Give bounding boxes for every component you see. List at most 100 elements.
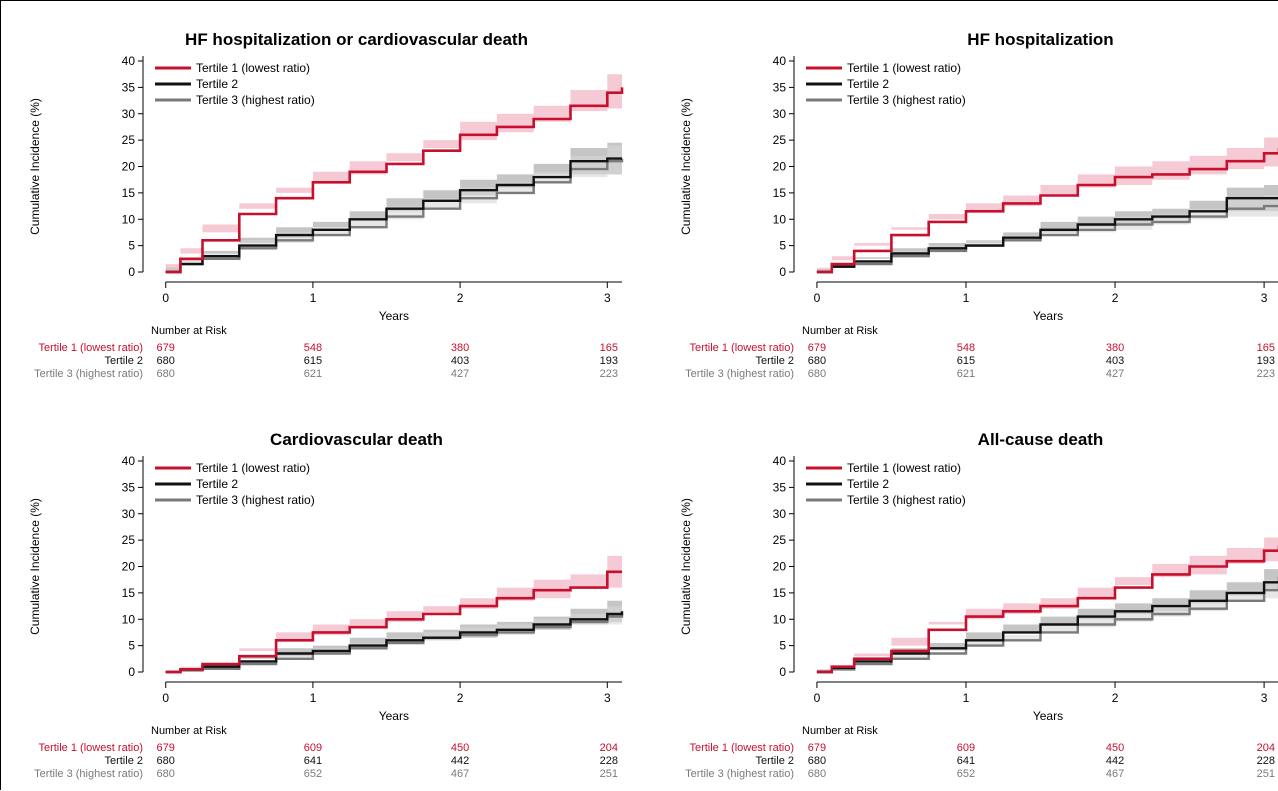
x-tick-label: 2 [457,691,464,705]
chart-title: HF hospitalization [967,30,1113,49]
risk-value: 609 [304,742,322,754]
x-axis-label: Years [1033,309,1063,323]
risk-value: 204 [600,742,618,754]
y-tick-label: 20 [773,160,787,174]
legend-label-3: Tertile 3 (highest ratio) [196,493,315,507]
y-tick-label: 15 [773,586,787,600]
risk-value: 251 [600,768,618,780]
legend-label-1: Tertile 1 (lowest ratio) [847,461,961,475]
risk-value: 450 [1106,742,1124,754]
x-tick-label: 3 [1261,291,1268,305]
y-tick-label: 5 [128,639,135,653]
x-tick-label: 0 [814,291,821,305]
risk-value: 680 [157,368,175,380]
risk-value: 223 [1257,368,1275,380]
risk-value: 652 [957,768,975,780]
y-tick-label: 40 [122,454,136,468]
ci-band-1 [816,537,1278,672]
risk-table: Number at Risk Tertile 1 (lowest ratio) 67… [34,725,618,780]
risk-value: 442 [451,755,469,767]
y-tick-label: 0 [128,265,135,279]
risk-value: 680 [808,755,826,767]
legend-label-2: Tertile 2 [847,477,889,491]
risk-row-label-3: Tertile 3 (highest ratio) [685,368,794,380]
risk-row-label-1: Tertile 1 (lowest ratio) [689,742,794,754]
risk-value: 427 [1106,368,1124,380]
series-line-2 [165,157,622,274]
legend-label-3: Tertile 3 (highest ratio) [847,93,966,107]
legend-label-2: Tertile 2 [196,77,238,91]
risk-value: 403 [451,355,469,367]
ci-band-2 [816,185,1278,272]
y-tick-label: 0 [128,665,135,679]
y-axis-label: Cumulative Incidence (%) [679,98,693,235]
y-tick-label: 25 [773,533,787,547]
y-tick-label: 35 [122,80,136,94]
y-tick-label: 40 [122,54,136,68]
ci-band-1 [165,553,622,672]
risk-row-label-2: Tertile 2 [104,355,143,367]
risk-value: 427 [451,368,469,380]
series-line-1 [165,87,624,274]
risk-value: 679 [157,742,175,754]
risk-value: 609 [957,742,975,754]
risk-row-label-3: Tertile 3 (highest ratio) [685,768,794,780]
chart-title: HF hospitalization or cardiovascular dea… [185,30,528,49]
risk-value: 641 [304,755,322,767]
risk-value: 228 [600,755,618,767]
risk-value: 204 [1257,742,1275,754]
risk-row-label-1: Tertile 1 (lowest ratio) [38,342,143,354]
risk-row-label-1: Tertile 1 (lowest ratio) [38,742,143,754]
risk-value: 548 [957,342,975,354]
risk-value: 680 [808,768,826,780]
x-tick-label: 0 [814,691,821,705]
y-tick-label: 0 [779,665,786,679]
risk-value: 548 [304,342,322,354]
risk-value: 679 [157,342,175,354]
chart-panel-1: HF hospitalization or cardiovascular dea… [28,30,624,380]
y-tick-label: 30 [122,107,136,121]
series-line-1 [816,148,1278,274]
series-line-1 [816,545,1278,674]
x-tick-label: 3 [1261,691,1268,705]
risk-value: 165 [600,342,618,354]
x-tick-label: 2 [457,291,464,305]
risk-value: 228 [1257,755,1275,767]
y-axis-label: Cumulative Incidence (%) [679,498,693,635]
x-tick-label: 0 [162,691,169,705]
risk-table-header: Number at Risk [151,725,227,737]
risk-value: 680 [157,355,175,367]
x-axis-label: Years [379,709,409,723]
legend-label-2: Tertile 2 [847,77,889,91]
y-tick-label: 0 [779,265,786,279]
x-tick-label: 2 [1112,291,1119,305]
x-tick-label: 0 [162,291,169,305]
risk-table-header: Number at Risk [151,325,227,337]
risk-value: 193 [1257,355,1275,367]
y-tick-label: 15 [122,586,136,600]
y-tick-label: 30 [773,507,787,521]
chart-panel-3: Cardiovascular death Cumulative Incidence… [28,430,624,780]
ci-band-3 [816,195,1278,272]
ci-band-1 [816,137,1278,272]
x-tick-label: 3 [604,291,611,305]
y-tick-label: 40 [773,454,787,468]
risk-value: 621 [304,368,322,380]
risk-value: 403 [1106,355,1124,367]
chart-title: All-cause death [978,430,1104,449]
x-axis-label: Years [379,309,409,323]
y-tick-label: 15 [773,186,787,200]
legend-label-1: Tertile 1 (lowest ratio) [196,461,310,475]
risk-table-header: Number at Risk [802,325,878,337]
risk-table-header: Number at Risk [802,725,878,737]
risk-table: Number at Risk Tertile 1 (lowest ratio) 67… [685,725,1275,780]
chart-panel-4: All-cause death Cumulative Incidence (%) 0… [679,430,1278,780]
y-axis-label: Cumulative Incidence (%) [28,498,42,635]
risk-value: 193 [600,355,618,367]
chart-title: Cardiovascular death [270,430,443,449]
x-tick-label: 3 [604,691,611,705]
legend: Tertile 1 (lowest ratio) Tertile 2 Tertile… [806,61,966,107]
ci-band-2 [165,598,622,672]
risk-value: 450 [451,742,469,754]
